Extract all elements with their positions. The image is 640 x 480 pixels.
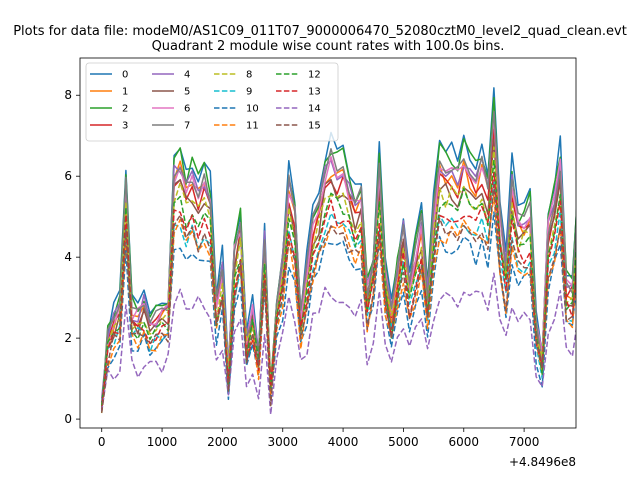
series-line-0 [100,87,576,405]
legend-label-15: 15 [308,121,321,132]
series-line-13 [100,171,576,411]
series-line-15 [100,183,576,413]
series-line-12 [100,159,576,407]
legend-label-1: 1 [122,87,128,98]
series-line-9 [100,179,576,412]
legend-label-7: 7 [184,121,190,132]
legend-label-8: 8 [246,70,252,81]
legend-label-12: 12 [308,70,321,81]
y-axis: 0 2 4 6 8 [64,88,80,426]
x-tick-label: 5000 [388,435,419,449]
axes-title: Quadrant 2 module wise count rates with … [152,39,505,54]
x-tick-label: 2000 [207,435,238,449]
series-line-7 [100,110,576,409]
legend-label-0: 0 [122,70,128,81]
y-tick-label: 6 [64,169,72,183]
y-tick-label: 4 [64,250,72,264]
series-line-11 [100,194,576,405]
x-tick-label: 0 [98,435,106,449]
x-axis-offset-label: +4.8496e8 [509,455,576,469]
legend-label-6: 6 [184,104,190,115]
series-line-14 [100,272,576,416]
legend-label-5: 5 [184,87,190,98]
x-tick-label: 7000 [509,435,540,449]
legend-label-14: 14 [308,104,321,115]
x-axis: 0 1000 2000 3000 4000 5000 6000 7000 [98,428,539,449]
legend-label-10: 10 [246,104,259,115]
legend-frame [85,62,339,142]
legend-label-4: 4 [184,70,190,81]
series-layer [100,87,576,416]
legend-label-13: 13 [308,87,321,98]
figure-suptitle: Plots for data file: modeM0/AS1C09_011T0… [13,24,627,39]
y-tick-label: 0 [64,412,72,426]
legend-label-2: 2 [122,104,128,115]
y-tick-label: 8 [64,88,72,102]
legend-label-9: 9 [246,87,252,98]
legend-label-3: 3 [122,121,128,132]
x-tick-label: 1000 [147,435,178,449]
y-tick-label: 2 [64,331,72,345]
legend-label-11: 11 [246,121,259,132]
series-line-6 [100,116,576,406]
x-tick-label: 3000 [267,435,298,449]
x-tick-label: 6000 [448,435,479,449]
axes-frame [79,57,577,429]
series-line-5 [100,139,576,403]
series-line-8 [100,146,576,414]
x-tick-label: 4000 [328,435,359,449]
